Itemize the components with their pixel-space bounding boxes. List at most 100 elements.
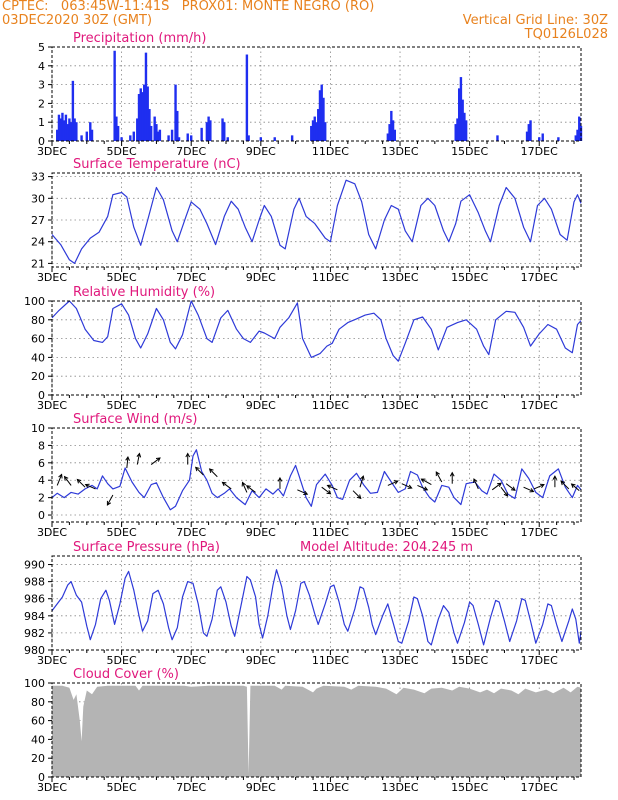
panel-title: Surface Wind (m/s) — [73, 412, 197, 427]
wind-arrowhead — [473, 478, 478, 484]
wind-arrow — [297, 489, 308, 495]
wind-arrow — [435, 471, 443, 483]
x-tick-label: 3DEC — [37, 145, 67, 158]
y-tick-label: 980 — [24, 644, 45, 657]
precip-bar — [120, 137, 123, 141]
wind-arrowhead — [125, 455, 130, 461]
precip-bar — [148, 109, 151, 141]
precip-bar — [61, 112, 64, 141]
x-tick-label: 17DEC — [521, 145, 558, 158]
precip-bar — [529, 120, 532, 141]
x-tick-label: 9DEC — [246, 781, 276, 794]
wind-arrow — [421, 478, 432, 486]
x-tick-label: 5DEC — [107, 654, 137, 667]
precip-bar — [115, 116, 118, 141]
x-tick-label: 13DEC — [381, 526, 418, 539]
precip-bar — [459, 77, 463, 141]
wind-arrow — [222, 481, 232, 490]
x-tick-label: 13DEC — [381, 399, 418, 412]
y-tick-label: 60 — [31, 715, 45, 728]
y-tick-label: 20 — [31, 752, 45, 765]
precip-bar — [318, 90, 322, 141]
precip-bar — [62, 120, 66, 141]
precip-bar — [116, 125, 120, 141]
precip-bar — [56, 129, 59, 141]
precip-bar — [324, 122, 327, 141]
wind-arrow — [571, 483, 580, 492]
precip-bar — [174, 84, 177, 141]
wind-arrowhead — [423, 486, 429, 491]
precip-bar — [456, 118, 459, 141]
x-tick-label: 11DEC — [312, 526, 349, 539]
x-tick-label: 15DEC — [451, 271, 488, 284]
precip-bar — [200, 127, 203, 141]
y-tick-label: 4 — [38, 60, 45, 73]
y-tick-label: 990 — [24, 559, 45, 572]
precip-bar — [186, 133, 189, 141]
wind-arrow — [150, 457, 161, 465]
y-tick-label: 100 — [24, 295, 45, 308]
wind-arrow — [491, 482, 502, 491]
precip-bar — [273, 137, 276, 141]
x-tick-label: 11DEC — [312, 271, 349, 284]
wind-arrow — [106, 494, 114, 506]
precip-bar — [390, 110, 393, 141]
wind-arrowhead — [539, 483, 545, 489]
wind-arrowhead — [63, 475, 69, 481]
y-tick-label: 984 — [24, 610, 45, 623]
panel-title: Relative Humidity (%) — [73, 285, 215, 300]
wind-arrowhead — [221, 481, 227, 487]
x-tick-label: 7DEC — [176, 399, 206, 412]
precip-bar — [57, 114, 61, 141]
precip-bar — [59, 118, 62, 141]
precip-bar — [259, 137, 263, 141]
x-tick-label: 11DEC — [312, 399, 349, 412]
header-date: 03DEC2020 30Z (GMT) — [2, 13, 153, 28]
precip-bar — [73, 118, 76, 141]
precip-bar — [393, 129, 397, 141]
wind-arrow — [352, 490, 362, 499]
y-tick-label: 0 — [38, 771, 45, 784]
header-station: CPTEC: 063:45W-11:41S PROX01: MONTE NEGR… — [2, 0, 375, 14]
wind-arrowhead — [326, 489, 332, 495]
precip-bar — [461, 99, 464, 141]
y-tick-label: 0 — [38, 135, 45, 148]
precip-bar — [137, 94, 141, 141]
x-tick-label: 17DEC — [521, 654, 558, 667]
x-tick-label: 5DEC — [107, 271, 137, 284]
precip-bar — [464, 120, 468, 141]
x-tick-label: 13DEC — [381, 654, 418, 667]
precip-bar — [541, 133, 544, 141]
wind-arrow — [523, 486, 534, 493]
precip-bar — [557, 137, 560, 141]
x-tick-label: 15DEC — [451, 654, 488, 667]
wind-arrow — [500, 486, 508, 497]
precip-bar — [167, 135, 170, 141]
y-tick-label: 988 — [24, 576, 45, 589]
x-tick-label: 9DEC — [246, 654, 276, 667]
wind-arrowhead — [136, 452, 142, 458]
precip-bar — [156, 131, 160, 141]
precip-bar — [391, 120, 395, 141]
x-tick-label: 7DEC — [176, 654, 206, 667]
precip-bar — [132, 131, 135, 141]
x-tick-label: 3DEC — [37, 271, 67, 284]
y-tick-label: 40 — [31, 351, 45, 364]
y-tick-label: 24 — [31, 236, 45, 249]
precip-bar — [317, 109, 320, 141]
wind-arrowhead — [503, 491, 509, 497]
panel-title: Precipitation (mm/h) — [73, 31, 206, 46]
wind-arrowhead — [277, 476, 283, 482]
precip-bar — [68, 118, 71, 141]
wind-arrowhead — [208, 468, 214, 474]
wind-arrow — [246, 485, 256, 493]
x-tick-label: 3DEC — [37, 399, 67, 412]
precip-bar — [315, 122, 318, 141]
wind-arrowhead — [185, 452, 191, 458]
wind-arrowhead — [194, 466, 200, 472]
x-tick-label: 9DEC — [246, 271, 276, 284]
series-line — [51, 179, 582, 264]
header-grid-line: Vertical Grid Line: 30Z — [462, 13, 608, 28]
precip-bar — [311, 120, 315, 141]
